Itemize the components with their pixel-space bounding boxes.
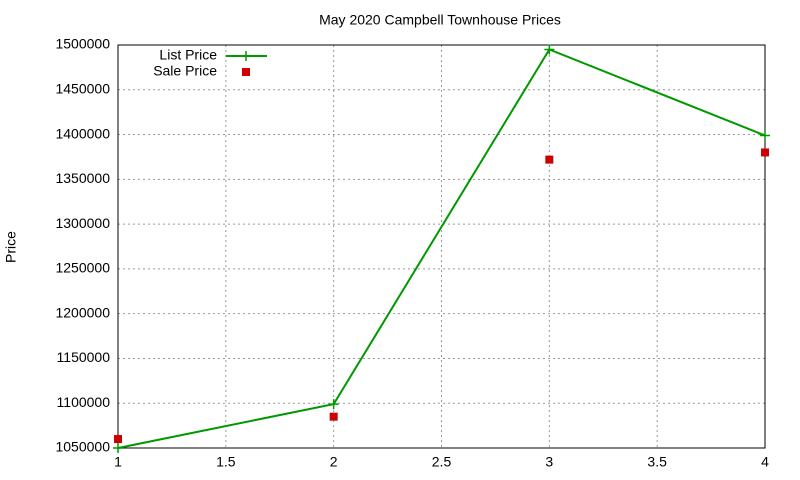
y-axis-label: Price xyxy=(3,231,19,263)
y-tick-label: 1450000 xyxy=(55,80,110,96)
point-marker xyxy=(761,148,769,157)
x-tick-label: 1 xyxy=(114,454,122,470)
series-line xyxy=(117,48,766,449)
y-tick-label: 1200000 xyxy=(55,304,110,320)
y-tick-label: 1300000 xyxy=(55,215,110,231)
point-marker xyxy=(544,44,555,55)
legend-label: List Price xyxy=(159,47,217,63)
point-marker xyxy=(545,155,554,164)
x-tick-label: 3 xyxy=(545,454,553,470)
y-tick-label: 1250000 xyxy=(55,260,110,276)
x-tick-label: 2 xyxy=(330,454,338,470)
legend-marker xyxy=(242,68,250,76)
y-tick-label: 1150000 xyxy=(57,349,111,365)
y-tick-label: 1100000 xyxy=(57,394,111,410)
chart-title: May 2020 Campbell Townhouse Prices xyxy=(319,12,561,28)
plot-border xyxy=(117,44,766,449)
point-marker xyxy=(114,435,122,444)
point-marker xyxy=(113,443,123,453)
x-tick-label: 4 xyxy=(761,454,769,470)
x-tick-label: 2.5 xyxy=(432,454,452,470)
y-tick-label: 1350000 xyxy=(55,170,110,186)
point-marker xyxy=(760,130,770,141)
x-tick-label: 3.5 xyxy=(647,454,667,470)
point-marker xyxy=(329,412,338,421)
legend-label: Sale Price xyxy=(153,63,217,79)
y-tick-label: 1500000 xyxy=(55,36,110,52)
x-tick-label: 1.5 xyxy=(216,454,236,470)
legend-marker xyxy=(241,51,251,61)
y-tick-label: 1400000 xyxy=(55,125,110,141)
point-marker xyxy=(328,399,339,410)
y-tick-label: 1050000 xyxy=(55,439,110,455)
